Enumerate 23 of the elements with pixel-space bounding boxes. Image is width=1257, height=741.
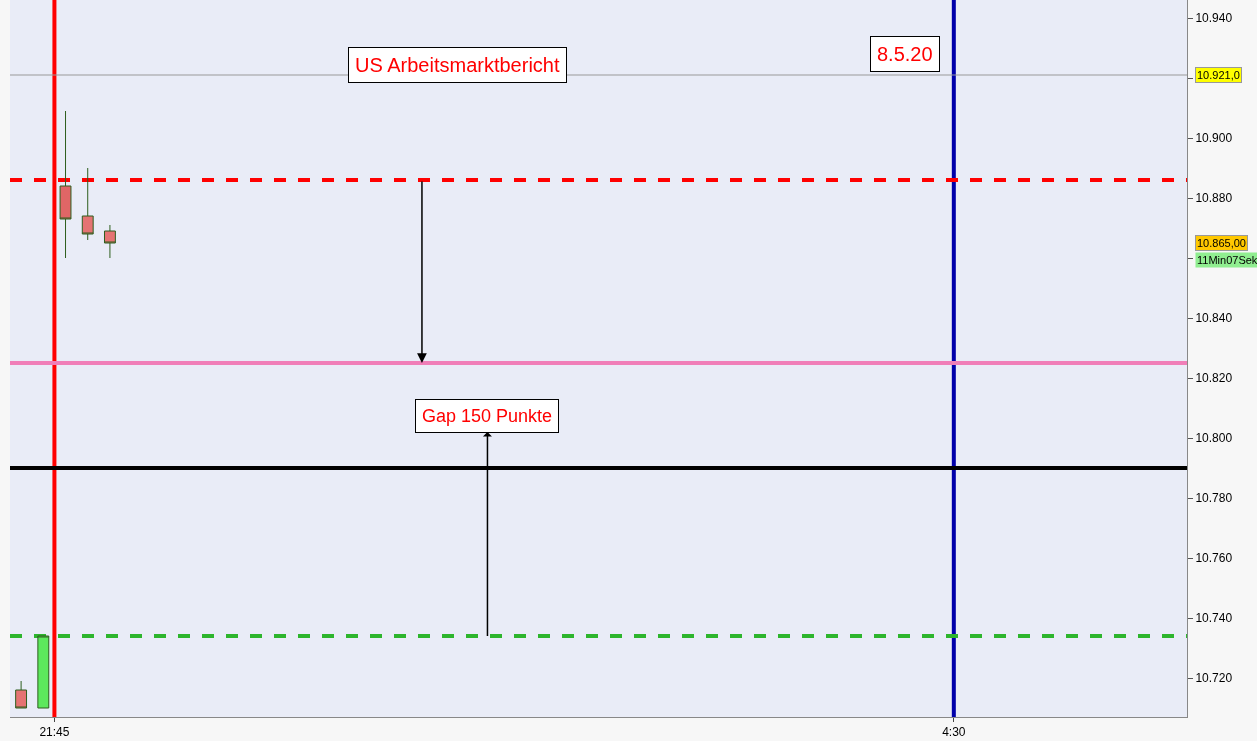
y-tick-label: 10.940 xyxy=(1195,11,1233,26)
y-tick-label: 10.820 xyxy=(1195,371,1233,386)
y-tick-label: 10.720 xyxy=(1195,671,1233,686)
y-tick-label: 10.900 xyxy=(1195,131,1233,146)
annotation: US Arbeitsmarktbericht xyxy=(355,54,560,76)
text: 11Min07Sek xyxy=(1197,254,1257,266)
y-tick-label: 10.760 xyxy=(1195,551,1233,566)
y-tick-label: 10.840 xyxy=(1195,311,1233,326)
y-tick-label: 10.880 xyxy=(1195,191,1233,206)
annotation: Gap 150 Punkte xyxy=(422,406,553,426)
candlestick xyxy=(81,167,94,241)
y-tick-label: 10.740 xyxy=(1195,611,1233,626)
candlestick xyxy=(103,224,116,259)
annotation: 8.5.20 xyxy=(877,43,933,65)
x-tick-label: 21:45 xyxy=(39,725,70,740)
y-tick-label: 10.780 xyxy=(1195,491,1233,506)
y-tick-label: 10.800 xyxy=(1195,431,1233,446)
candlestick xyxy=(15,680,28,709)
x-tick-label: 4:30 xyxy=(942,725,966,740)
candlestick xyxy=(37,635,50,709)
ref-line-label: 10.921,0 xyxy=(1197,69,1240,81)
text: 10.865,00 xyxy=(1197,237,1246,249)
candlestick xyxy=(59,110,72,259)
